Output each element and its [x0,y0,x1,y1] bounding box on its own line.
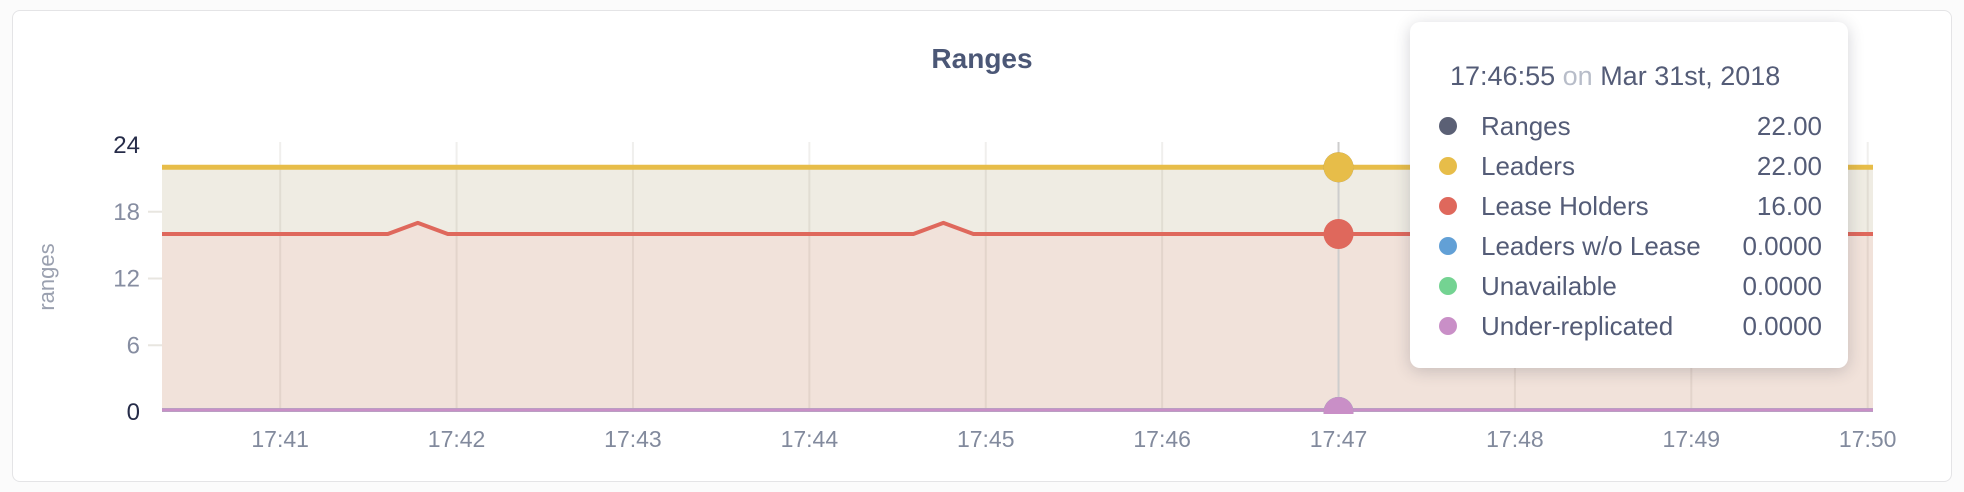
series-line-lease-holders [162,220,1873,236]
tooltip-row: Leaders 22.00 [1439,146,1822,186]
tooltip-row: Unavailable 0.0000 [1439,266,1822,306]
tooltip-header: 17:46:55 on Mar 31st, 2018 [1439,56,1822,96]
hover-tooltip: 17:46:55 on Mar 31st, 2018 Ranges 22.00 Le… [1410,22,1848,368]
y-tick-label: 0 [127,399,140,426]
x-tick-label: 17:48 [1486,426,1544,452]
series-color-dot [1439,237,1457,255]
hover-dot-leaders [1323,152,1354,183]
x-tick-label: 17:41 [251,426,309,452]
series-label: Lease Holders [1481,190,1649,221]
series-color-dot [1439,117,1457,135]
series-label: Under-replicated [1481,310,1674,341]
x-tick-label: 17:47 [1310,426,1368,452]
tooltip-row: Lease Holders 16.00 [1439,186,1822,226]
tooltip-row: Under-replicated 0.0000 [1439,306,1822,346]
series-label: Unavailable [1481,270,1617,301]
series-value: 16.00 [1756,190,1822,221]
y-tick-label: 18 [113,199,140,226]
series-color-dot [1439,197,1457,215]
x-tick-label: 17:45 [957,426,1015,452]
series-value: 0.0000 [1742,230,1822,261]
x-tick-label: 17:49 [1663,426,1721,452]
series-label: Ranges [1481,110,1571,141]
y-tick-label: 6 [127,332,140,359]
x-tick-label: 17:43 [604,426,662,452]
y-tick-label: 24 [113,132,140,159]
tooltip-row: Ranges 22.00 [1439,106,1822,146]
series-value: 22.00 [1756,150,1822,181]
hover-dot-lease-holders [1323,219,1354,249]
series-color-dot [1439,277,1457,295]
series-value: 0.0000 [1742,310,1822,341]
tooltip-date: Mar 31st, 2018 [1600,61,1781,91]
x-tick-label: 17:44 [781,426,839,452]
series-value: 22.00 [1756,110,1822,141]
series-color-dot [1439,317,1457,335]
y-tick-label: 12 [113,266,140,293]
x-tick-label: 17:46 [1133,426,1191,452]
chart-title: Ranges [931,43,1032,74]
hover-dot-under-replicated [1323,397,1354,414]
tooltip-time: 17:46:55 [1450,61,1556,91]
tooltip-legend: Ranges 22.00 Leaders 22.00 Lease Holders 16.0… [1439,106,1822,346]
x-tick-label: 17:50 [1839,426,1897,452]
x-tick-label: 17:42 [428,426,486,452]
y-axis-title: ranges [34,243,59,310]
series-label: Leaders w/o Lease [1481,230,1701,261]
series-color-dot [1439,157,1457,175]
series-label: Leaders [1481,150,1575,181]
tooltip-row: Leaders w/o Lease 0.0000 [1439,226,1822,266]
series-value: 0.0000 [1742,270,1822,301]
tooltip-on-word: on [1562,61,1593,91]
